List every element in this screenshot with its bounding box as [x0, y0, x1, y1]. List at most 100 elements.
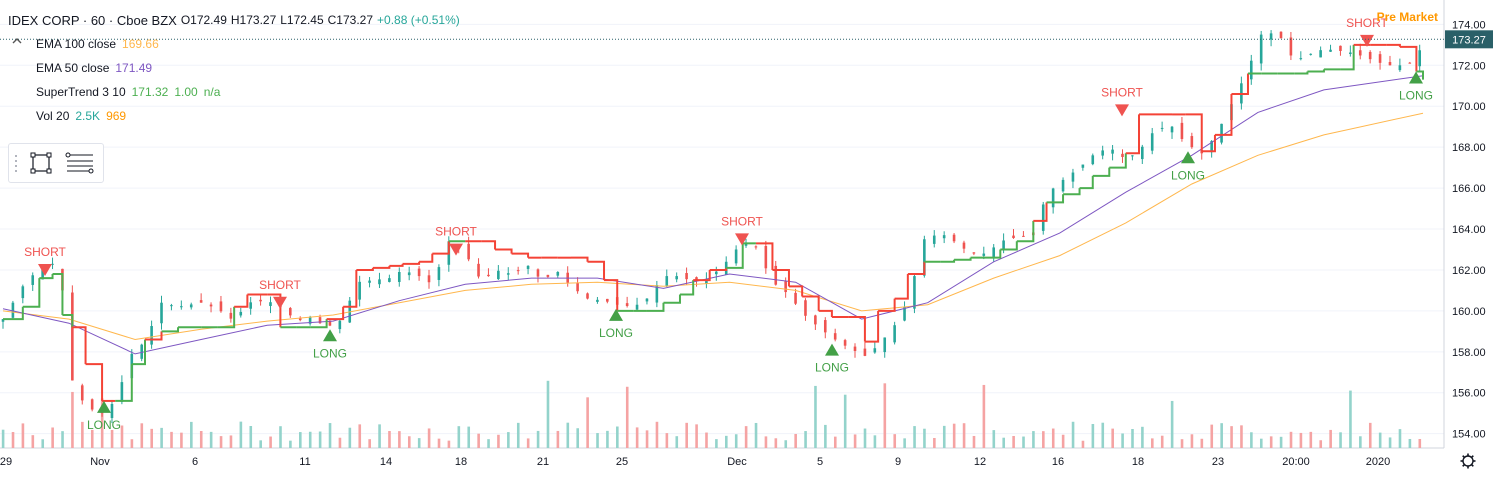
candle[interactable] — [645, 298, 649, 302]
candle[interactable] — [1160, 127, 1164, 129]
candle[interactable] — [853, 346, 857, 351]
candle[interactable] — [437, 267, 441, 280]
collapse-arrow-icon[interactable] — [10, 34, 24, 48]
candle[interactable] — [1012, 235, 1015, 239]
candle[interactable] — [1309, 53, 1313, 55]
indicator-ema100[interactable]: EMA 100 close 169.66 — [8, 32, 464, 56]
long-signal-icon[interactable] — [1181, 151, 1195, 164]
candle[interactable] — [150, 326, 153, 345]
candle[interactable] — [338, 320, 342, 330]
candle[interactable] — [51, 263, 54, 265]
candle[interactable] — [388, 278, 391, 282]
indicator-volume[interactable]: Vol 20 2.5K 969 — [8, 104, 464, 128]
candle[interactable] — [467, 243, 470, 260]
candle[interactable] — [160, 302, 163, 324]
candle[interactable] — [477, 263, 480, 277]
candle[interactable] — [308, 317, 312, 324]
candle[interactable] — [239, 311, 243, 316]
candle[interactable] — [1022, 235, 1025, 237]
candle[interactable] — [170, 305, 173, 307]
candle[interactable] — [1289, 37, 1293, 56]
candle[interactable] — [1170, 126, 1174, 133]
candle[interactable] — [1, 319, 5, 322]
candle[interactable] — [249, 302, 252, 309]
candle[interactable] — [804, 300, 807, 316]
candle[interactable] — [1329, 49, 1332, 52]
candle[interactable] — [110, 404, 114, 419]
candle[interactable] — [962, 242, 966, 249]
long-signal-icon[interactable] — [825, 343, 839, 356]
candle[interactable] — [318, 317, 322, 324]
symbol-row[interactable]: IDEX CORP · 60 · Cboe BZX O172.49 H173.2… — [8, 8, 464, 32]
candle[interactable] — [1081, 164, 1085, 168]
candle[interactable] — [368, 280, 371, 283]
candle[interactable] — [427, 275, 431, 283]
candle[interactable] — [932, 235, 936, 244]
candle[interactable] — [229, 312, 233, 319]
rectangle-tool-button[interactable] — [23, 145, 59, 181]
candle[interactable] — [1378, 54, 1382, 63]
candle[interactable] — [734, 249, 738, 264]
candle[interactable] — [625, 303, 629, 306]
candle[interactable] — [705, 278, 708, 284]
candle[interactable] — [1358, 50, 1362, 56]
candle[interactable] — [487, 274, 490, 277]
short-signal-icon[interactable] — [273, 296, 287, 309]
candle[interactable] — [715, 271, 718, 275]
candle[interactable] — [199, 300, 203, 303]
candle[interactable] — [1150, 133, 1154, 151]
candle[interactable] — [1210, 141, 1213, 153]
candle[interactable] — [417, 268, 421, 277]
long-signal-icon[interactable] — [609, 308, 623, 321]
candle[interactable] — [1418, 50, 1421, 67]
candle[interactable] — [982, 253, 986, 256]
candle[interactable] — [685, 273, 688, 280]
candle[interactable] — [1339, 45, 1342, 51]
candle[interactable] — [556, 272, 560, 276]
candle[interactable] — [289, 308, 292, 316]
drag-handle[interactable] — [9, 145, 23, 181]
candle[interactable] — [1190, 136, 1194, 148]
long-signal-icon[interactable] — [323, 329, 337, 342]
short-signal-icon[interactable] — [449, 243, 463, 256]
candle[interactable] — [189, 304, 193, 308]
candle[interactable] — [536, 269, 540, 277]
candle[interactable] — [576, 282, 579, 292]
candle[interactable] — [1388, 62, 1392, 66]
candle[interactable] — [80, 385, 84, 401]
candle[interactable] — [180, 306, 183, 308]
candle[interactable] — [1061, 179, 1065, 192]
candle[interactable] — [1299, 58, 1303, 60]
candle[interactable] — [1002, 240, 1005, 250]
candle[interactable] — [814, 315, 817, 325]
candle[interactable] — [219, 301, 223, 312]
candle[interactable] — [596, 299, 599, 302]
candle[interactable] — [1051, 188, 1055, 208]
short-signal-icon[interactable] — [38, 264, 52, 277]
candle[interactable] — [1269, 33, 1273, 40]
candle[interactable] — [298, 317, 302, 321]
candle[interactable] — [903, 306, 906, 321]
indicator-supertrend[interactable]: SuperTrend 3 10 171.32 1.00 n/a — [8, 80, 464, 104]
candle[interactable] — [516, 270, 520, 272]
candle[interactable] — [883, 337, 887, 353]
candle[interactable] — [358, 281, 361, 300]
candle[interactable] — [675, 276, 678, 280]
candle[interactable] — [952, 234, 956, 242]
candle[interactable] — [913, 276, 916, 309]
short-signal-icon[interactable] — [735, 233, 749, 246]
candle[interactable] — [31, 275, 35, 285]
candle[interactable] — [1249, 60, 1253, 80]
candle[interactable] — [407, 272, 411, 276]
candle[interactable] — [1111, 149, 1114, 154]
candle[interactable] — [833, 333, 837, 340]
candle[interactable] — [1121, 153, 1124, 157]
candle[interactable] — [942, 235, 946, 239]
candle[interactable] — [1319, 50, 1322, 58]
candle[interactable] — [11, 302, 15, 318]
long-signal-icon[interactable] — [97, 400, 111, 413]
candle[interactable] — [774, 265, 778, 285]
settings-gear-icon[interactable] — [1460, 453, 1476, 469]
candle[interactable] — [209, 304, 213, 307]
